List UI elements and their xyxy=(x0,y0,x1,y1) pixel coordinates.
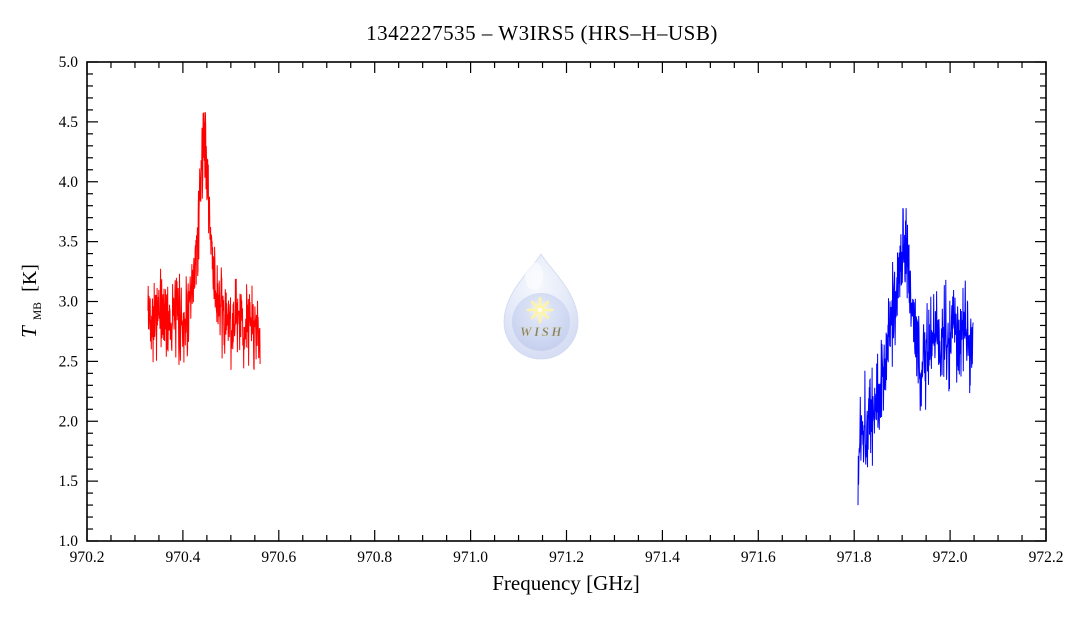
y-tick-label: 3.0 xyxy=(59,294,79,311)
plot-title: 1342227535 – W3IRS5 (HRS–H–USB) xyxy=(366,21,718,45)
star-icon xyxy=(526,296,554,324)
y-tick-label: 4.5 xyxy=(59,114,79,131)
spectrum-series xyxy=(147,112,974,506)
x-tick-label: 972.2 xyxy=(1029,549,1064,566)
y-axis-label: T MB [K] xyxy=(17,264,46,338)
y-axis-unit: [K] xyxy=(19,264,41,292)
y-tick-label: 3.5 xyxy=(59,234,79,251)
x-tick-label: 970.8 xyxy=(357,549,392,566)
y-tick-label: 2.5 xyxy=(59,353,79,370)
wish-watermark-label: WISH xyxy=(520,324,564,339)
x-tick-label: 971.8 xyxy=(837,549,872,566)
drop-highlight xyxy=(525,262,543,290)
x-tick-label: 970.6 xyxy=(261,549,296,566)
x-tick-label: 970.4 xyxy=(165,549,200,566)
y-tick-label: 4.0 xyxy=(59,174,79,191)
y-axis-symbol: T xyxy=(17,325,41,338)
y-tick-label: 5.0 xyxy=(59,54,79,71)
y-tick-label: 1.0 xyxy=(59,533,79,550)
x-tick-label: 970.2 xyxy=(70,549,105,566)
spectrum-trace-red-segment xyxy=(147,112,261,370)
y-tick-label: 1.5 xyxy=(59,473,79,490)
y-axis-subscript: MB xyxy=(32,302,44,320)
x-tick-label: 972.0 xyxy=(933,549,968,566)
wish-watermark-logo: WISH xyxy=(503,253,579,360)
axes: 970.2 970.4 970.6 970.8 971.0 971.2 971.4 971.6… xyxy=(59,54,1064,566)
x-tick-label: 971.0 xyxy=(453,549,488,566)
x-axis-label: Frequency [GHz] xyxy=(492,571,640,595)
x-tick-label: 971.4 xyxy=(645,549,680,566)
x-tick-label: 971.6 xyxy=(741,549,776,566)
x-tick-label: 971.2 xyxy=(549,549,584,566)
y-tick-label: 2.0 xyxy=(59,413,79,430)
spectrum-trace-blue-segment xyxy=(857,207,974,506)
